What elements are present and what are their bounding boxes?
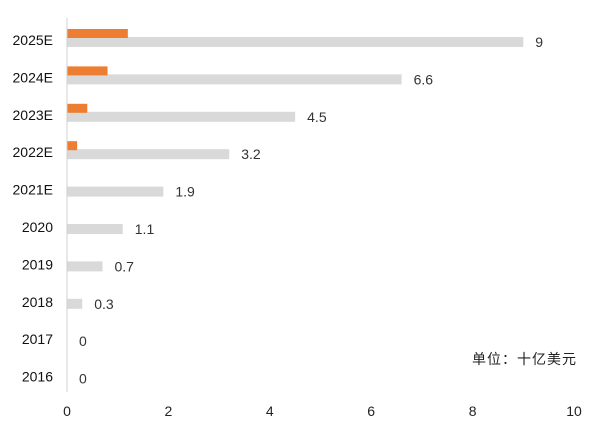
category-label: 2021E	[13, 182, 53, 198]
category-label: 2020	[22, 219, 53, 235]
bar-orange	[67, 29, 128, 38]
data-label: 6.6	[414, 71, 434, 87]
x-tick-label: 8	[469, 403, 477, 419]
data-label: 0.7	[114, 258, 134, 274]
data-label: 0.3	[94, 296, 114, 312]
x-tick-label: 6	[367, 403, 375, 419]
category-label: 2019	[22, 256, 53, 272]
unit-note: 单位：十亿美元	[472, 352, 577, 368]
x-tick-label: 0	[63, 403, 71, 419]
bar-grey	[67, 224, 123, 234]
bar-grey	[67, 74, 402, 85]
labels-group: 2025E 9 2024E 6.6 2023E 4.5 2022E 3.2 2021E 1.9 20…	[13, 32, 544, 387]
x-tick-label: 10	[566, 403, 582, 419]
data-label: 4.5	[307, 109, 327, 125]
category-label: 2025E	[13, 32, 53, 48]
category-label: 2018	[22, 294, 53, 310]
bar-grey	[67, 186, 164, 197]
bars-group	[67, 29, 524, 309]
bar-grey	[67, 37, 524, 47]
category-label: 2024E	[13, 69, 53, 85]
data-label: 0	[79, 371, 87, 387]
data-label: 0	[79, 333, 87, 349]
data-label: 1.1	[135, 221, 155, 237]
data-label: 9	[535, 34, 543, 50]
x-axis-ticks: 0 2 4 6 8 10	[63, 403, 582, 419]
bar-orange	[67, 103, 88, 113]
data-label: 3.2	[241, 146, 261, 162]
x-tick-label: 2	[165, 403, 173, 419]
category-label: 2016	[22, 369, 53, 385]
category-label: 2022E	[13, 144, 53, 160]
data-label: 1.9	[175, 184, 195, 200]
category-label: 2023E	[13, 107, 53, 123]
bar-grey	[67, 111, 296, 122]
category-label: 2017	[22, 331, 53, 347]
bar-orange	[67, 141, 78, 151]
bar-orange	[67, 66, 108, 76]
bar-grey	[67, 261, 103, 272]
bar-grey	[67, 149, 230, 160]
bar-grey	[67, 298, 83, 309]
x-tick-label: 4	[266, 403, 274, 419]
